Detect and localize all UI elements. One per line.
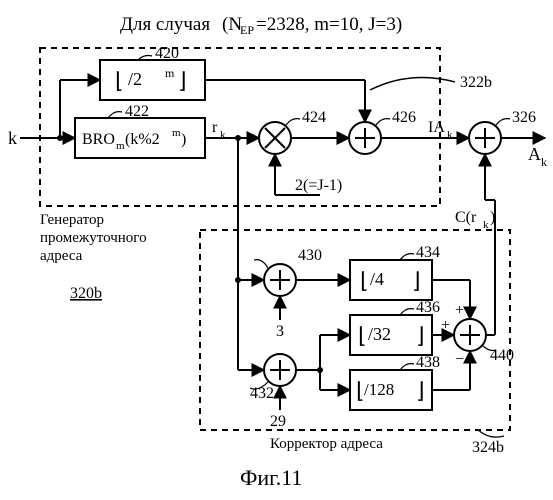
leader-326: [496, 119, 510, 125]
ref-430: 430: [298, 247, 322, 264]
box436-pre: ⌊: [358, 323, 367, 348]
box434-content: /4: [370, 269, 384, 289]
figure-caption: Фиг.11: [240, 465, 302, 490]
ref-436: 436: [416, 299, 440, 316]
leader-322b: [370, 78, 455, 91]
box420-post: ⌋: [178, 68, 187, 93]
gen-label-1: Генератор: [40, 212, 104, 228]
minus-bot: −: [455, 351, 464, 368]
gen-label-2: промежуточного: [40, 230, 147, 246]
corr-label: Корректор адреса: [270, 436, 383, 452]
leader-426: [376, 119, 390, 125]
box420-sup: m: [165, 66, 175, 80]
leader-424: [286, 119, 300, 125]
box422-subm: m: [116, 140, 125, 152]
params-sub: EP: [240, 23, 254, 37]
ref-420: 420: [155, 45, 179, 62]
ref-422: 422: [125, 103, 149, 120]
const-J: 2(=J-1): [295, 177, 342, 194]
ref-438: 438: [416, 354, 440, 371]
ref-440: 440: [490, 347, 514, 364]
const-29: 29: [270, 413, 286, 430]
box434-post: ⌋: [412, 268, 421, 293]
rk-label: r: [212, 119, 218, 136]
output-Ak: k: [541, 155, 547, 169]
ref-424: 424: [302, 109, 326, 126]
ref-322b: 322b: [460, 74, 492, 91]
rk-sub: k: [220, 129, 226, 141]
box422-pre: BRO: [82, 131, 115, 148]
box438-post: ⌋: [416, 378, 425, 403]
box422-end: ): [181, 131, 186, 148]
plus-left: +: [441, 317, 450, 334]
IAk-label: IA: [428, 119, 445, 136]
Crk-label: C(r: [455, 209, 477, 226]
header-label: Для случая: [120, 14, 210, 35]
box420-content: /2: [128, 69, 142, 89]
gen-label-3: адреса: [40, 248, 83, 264]
box436-post: ⌋: [416, 323, 425, 348]
leader-430: [254, 260, 268, 268]
box420-pre: ⌊: [115, 68, 124, 93]
ref-426: 426: [392, 109, 416, 126]
box436-content: /32: [368, 324, 391, 344]
plus-top: +: [455, 302, 464, 319]
Crk-end: ): [490, 209, 495, 226]
box438-content: /128: [364, 380, 394, 399]
ref-324b: 324b: [472, 439, 504, 456]
block-id: 320b: [70, 285, 102, 302]
params-rest: =2328, m=10, J=3): [256, 14, 402, 35]
box434-pre: ⌊: [360, 268, 369, 293]
ref-434: 434: [416, 244, 440, 261]
ref-326: 326: [512, 109, 536, 126]
output-A: A: [528, 144, 541, 164]
leader-324b: [478, 430, 504, 437]
box422-mid: (k%2: [125, 131, 160, 148]
Crk-sub: k: [483, 219, 489, 231]
IAk-sub: k: [447, 129, 453, 141]
input-k: k: [8, 128, 17, 148]
const-3: 3: [276, 323, 284, 340]
box422-supm: m: [172, 127, 181, 139]
